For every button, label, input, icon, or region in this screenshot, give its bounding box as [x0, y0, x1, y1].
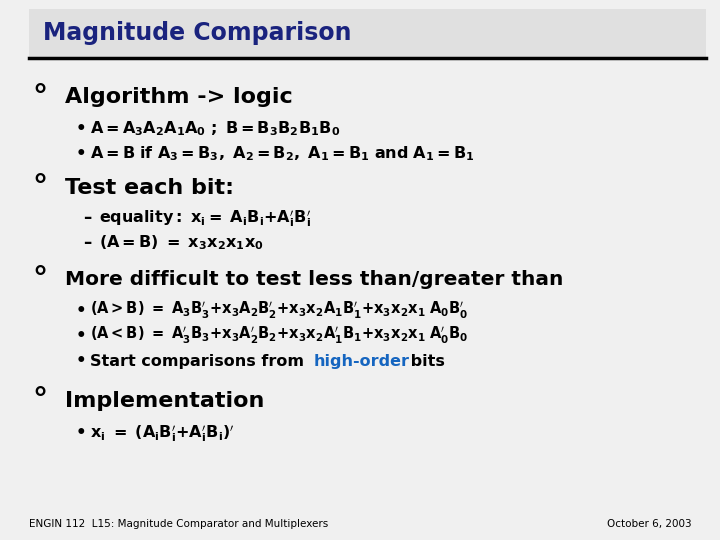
Text: •: • [76, 301, 86, 320]
Text: $\mathbf{(A{=}B)\ =\ x_3x_2x_1x_0}$: $\mathbf{(A{=}B)\ =\ x_3x_2x_1x_0}$ [99, 234, 264, 252]
Text: •: • [76, 352, 86, 370]
Text: $\mathbf{equality:\ x_i{=}\ A_iB_i{+}A_i'B_i'}$: $\mathbf{equality:\ x_i{=}\ A_iB_i{+}A_i… [99, 207, 311, 228]
Text: Algorithm -> logic: Algorithm -> logic [65, 87, 292, 107]
Text: $\mathbf{(A{<}B)\ =\ A_3'B_3{+}x_3A_2'B_2{+}x_3x_2A_1'B_1{+}x_3x_2x_1\ A_0'B_0}$: $\mathbf{(A{<}B)\ =\ A_3'B_3{+}x_3A_2'B_… [90, 325, 469, 347]
Text: °: ° [32, 83, 48, 112]
Text: $\mathbf{A{=}B\ if\ A_3{=}B_3,\ A_2{=}B_2,\ A_1{=}B_1\ and\ A_1{=}B_1}$: $\mathbf{A{=}B\ if\ A_3{=}B_3,\ A_2{=}B_… [90, 145, 474, 163]
Text: $\mathbf{A = A_3A_2A_1A_0\ ;\ B = B_3B_2B_1B_0}$: $\mathbf{A = A_3A_2A_1A_0\ ;\ B = B_3B_2… [90, 119, 340, 138]
Text: Implementation: Implementation [65, 390, 264, 411]
Text: Magnitude Comparison: Magnitude Comparison [43, 21, 351, 45]
Text: •: • [76, 424, 86, 442]
Bar [29, 9, 706, 57]
Text: •: • [76, 119, 86, 138]
Text: °: ° [32, 265, 48, 294]
Text: –: – [83, 208, 91, 227]
Text: October 6, 2003: October 6, 2003 [606, 519, 691, 529]
Text: Test each bit:: Test each bit: [65, 178, 234, 198]
Text: –: – [83, 234, 91, 252]
Text: high-order: high-order [313, 354, 409, 369]
Text: ENGIN 112  L15: Magnitude Comparator and Multiplexers: ENGIN 112 L15: Magnitude Comparator and … [29, 519, 328, 529]
Text: More difficult to test less than/greater than: More difficult to test less than/greater… [65, 269, 563, 289]
Text: bits: bits [405, 354, 444, 369]
Text: °: ° [32, 386, 48, 415]
Text: $\mathbf{(A{>}B)\ =\ A_3B_3'{+}x_3A_2B_2'{+}x_3x_2A_1B_1'{+}x_3x_2x_1\ A_0B_0'}$: $\mathbf{(A{>}B)\ =\ A_3B_3'{+}x_3A_2B_2… [90, 300, 469, 321]
Text: $\mathbf{x_i\ =\ (A_iB_i'{+}A_i'B_i)'}$: $\mathbf{x_i\ =\ (A_iB_i'{+}A_i'B_i)'}$ [90, 422, 235, 444]
Text: Start comparisons from: Start comparisons from [90, 354, 310, 369]
Text: •: • [76, 327, 86, 345]
Text: °: ° [32, 173, 48, 202]
Text: •: • [76, 145, 86, 163]
